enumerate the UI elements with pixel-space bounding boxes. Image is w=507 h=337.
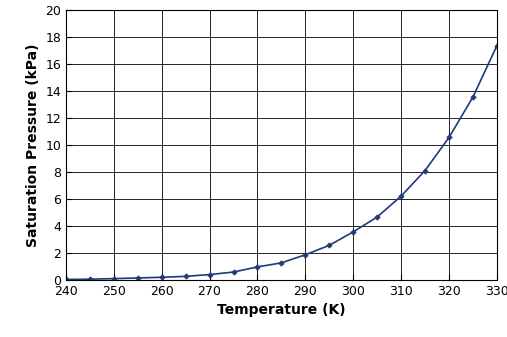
X-axis label: Temperature (K): Temperature (K): [217, 303, 346, 317]
Y-axis label: Saturation Pressure (kPa): Saturation Pressure (kPa): [26, 43, 40, 247]
